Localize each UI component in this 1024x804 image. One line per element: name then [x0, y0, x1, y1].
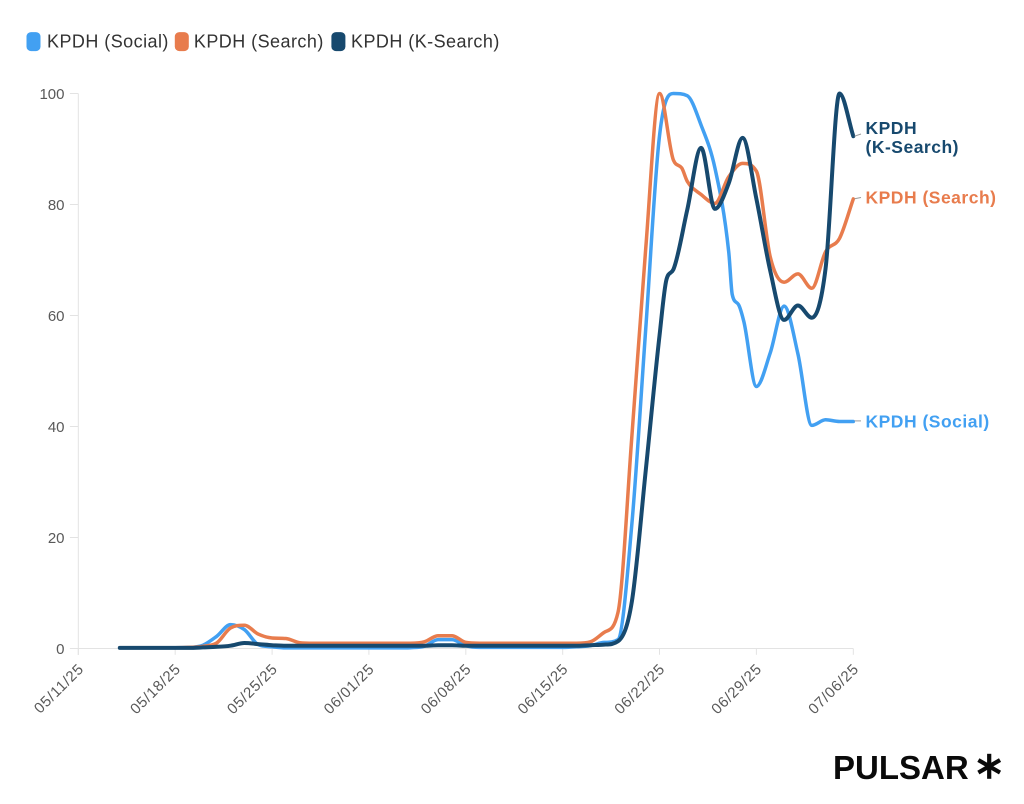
- svg-text:20: 20: [48, 530, 65, 547]
- svg-text:60: 60: [48, 308, 65, 325]
- svg-text:100: 100: [39, 86, 64, 103]
- svg-text:KPDH (Search): KPDH (Search): [194, 32, 324, 52]
- svg-text:KPDH (K-Search): KPDH (K-Search): [351, 32, 500, 52]
- svg-text:(K-Search): (K-Search): [866, 137, 960, 157]
- svg-text:0: 0: [56, 641, 64, 658]
- svg-text:80: 80: [48, 197, 65, 214]
- svg-text:KPDH (Social): KPDH (Social): [866, 411, 990, 431]
- svg-text:KPDH: KPDH: [866, 118, 918, 138]
- svg-text:KPDH (Search): KPDH (Search): [866, 188, 997, 208]
- svg-text:KPDH (Social): KPDH (Social): [47, 32, 169, 52]
- svg-text:40: 40: [48, 419, 65, 436]
- svg-text:PULSAR: PULSAR: [833, 749, 969, 786]
